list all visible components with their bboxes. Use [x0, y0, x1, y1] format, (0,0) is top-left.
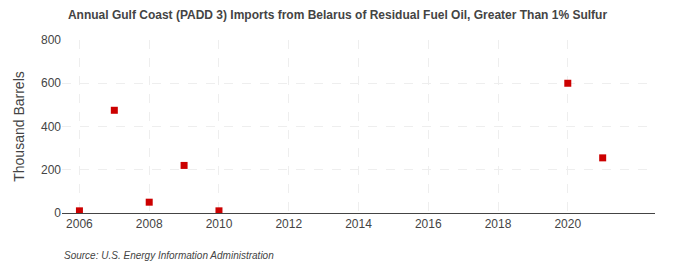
svg-text:600: 600 [41, 76, 61, 90]
svg-text:800: 800 [41, 33, 61, 47]
svg-text:2006: 2006 [66, 217, 93, 231]
svg-text:0: 0 [54, 206, 61, 220]
svg-text:400: 400 [41, 120, 61, 134]
svg-text:2010: 2010 [206, 217, 233, 231]
svg-text:2016: 2016 [415, 217, 442, 231]
svg-text:Annual Gulf Coast (PADD 3) Imp: Annual Gulf Coast (PADD 3) Imports from … [68, 8, 608, 22]
svg-text:2020: 2020 [554, 217, 581, 231]
svg-text:2018: 2018 [485, 217, 512, 231]
svg-text:Source: U.S. Energy Informatio: Source: U.S. Energy Information Administ… [64, 250, 274, 261]
svg-text:2008: 2008 [136, 217, 163, 231]
svg-text:Thousand Barrels: Thousand Barrels [11, 71, 27, 182]
svg-text:2014: 2014 [345, 217, 372, 231]
svg-text:200: 200 [41, 163, 61, 177]
svg-text:2012: 2012 [275, 217, 302, 231]
